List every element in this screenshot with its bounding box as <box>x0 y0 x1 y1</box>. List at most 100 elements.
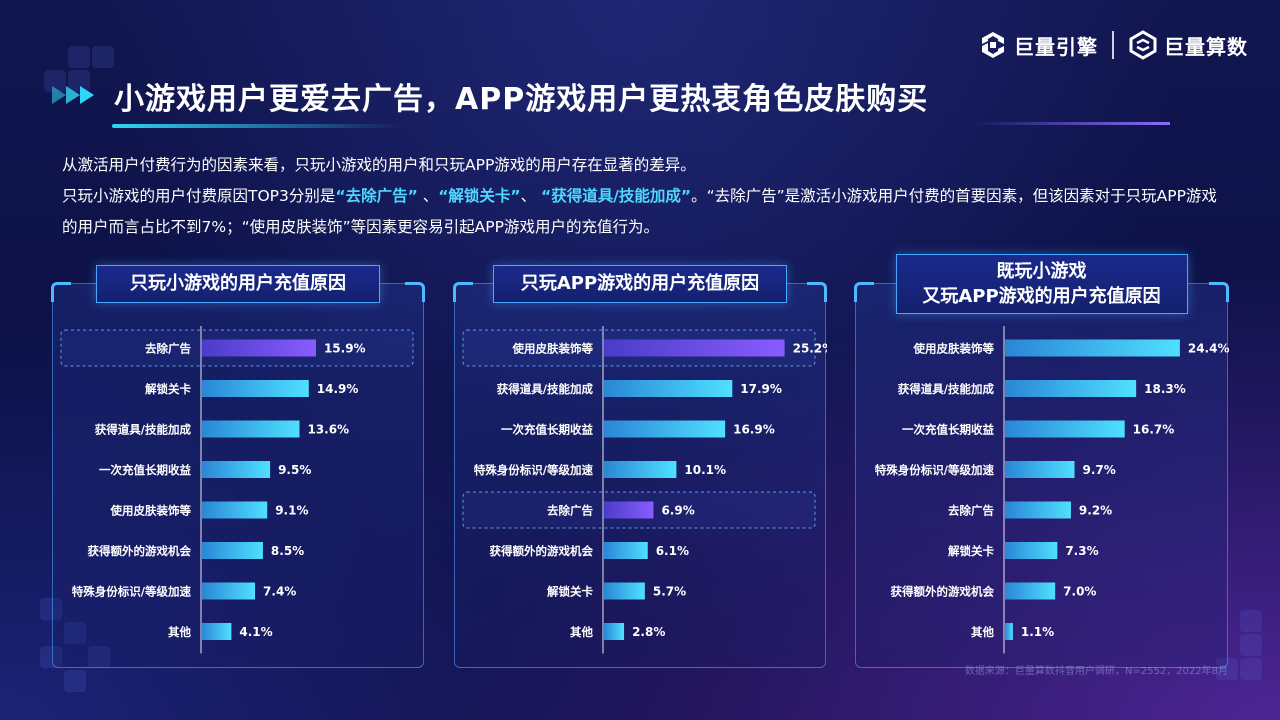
bar <box>604 623 625 640</box>
category-label: 解锁关卡 <box>145 382 191 396</box>
intro-line-2-prefix: 只玩小游戏的用户付费原因TOP3分别是 <box>62 187 336 205</box>
intro-separator-1: 、 <box>417 187 439 205</box>
data-source-note: 数据来源：巨量算数抖音用户调研，N=2552，2022年8月 <box>964 666 1228 677</box>
bar <box>604 380 733 397</box>
panel-corner <box>453 282 473 302</box>
category-label: 特殊身份标识/等级加速 <box>474 463 594 477</box>
category-label: 一次充值长期收益 <box>902 423 994 437</box>
panel-corner <box>1209 282 1229 302</box>
bar <box>202 623 232 640</box>
category-label: 一次充值长期收益 <box>501 423 593 437</box>
data-label: 16.7% <box>1133 423 1175 437</box>
category-label: 解锁关卡 <box>948 544 994 558</box>
juliang-suanshu-icon <box>1129 30 1157 60</box>
intro-line-2: 只玩小游戏的用户付费原因TOP3分别是“去除广告” 、“解锁关卡”、 “获得道具… <box>62 181 1232 243</box>
title-arrow-icon <box>52 86 94 104</box>
bar-chart-app-game: 使用皮肤装饰等 25.2% 获得道具/技能加成 17.9% 一次充值长期收益 16.9% 特… <box>462 326 827 654</box>
category-label: 获得额外的游戏机会 <box>88 544 192 558</box>
data-label: 10.1% <box>684 463 726 477</box>
page-title: 小游戏用户更爱去广告，APP游戏用户更热衷角色皮肤购买 <box>114 82 929 117</box>
bar <box>1005 501 1071 519</box>
data-label: 13.6% <box>307 423 349 437</box>
intro-highlight-2: “解锁关卡” <box>438 187 521 205</box>
bar <box>1005 339 1180 357</box>
chart-title-3-line-1: 既玩小游戏 <box>996 261 1087 282</box>
title-underline <box>112 124 402 128</box>
category-label: 其他 <box>971 625 994 639</box>
intro-paragraph: 从激活用户付费行为的因素来看，只玩小游戏的用户和只玩APP游戏的用户存在显著的差… <box>62 150 1232 243</box>
category-label: 获得道具/技能加成 <box>497 382 594 396</box>
logo-text-right: 巨量算数 <box>1164 34 1248 59</box>
data-label: 9.1% <box>275 504 308 518</box>
chart-title-3-line-2: 又玩APP游戏的用户充值原因 <box>922 286 1161 307</box>
chart-title-3: 既玩小游戏 又玩APP游戏的用户充值原因 <box>895 254 1188 314</box>
data-label: 15.9% <box>324 342 366 356</box>
chart-title-2: 只玩APP游戏的用户充值原因 <box>493 265 787 303</box>
data-label: 24.4% <box>1188 342 1229 356</box>
intro-highlight-3: “获得道具/技能加成” <box>541 187 692 205</box>
bar <box>1005 582 1056 600</box>
category-label: 一次充值长期收益 <box>99 463 191 477</box>
bar <box>202 542 263 559</box>
bar-chart-both: 使用皮肤装饰等 24.4% 获得道具/技能加成 18.3% 一次充值长期收益 16.7% 特… <box>875 326 1229 654</box>
category-label: 解锁关卡 <box>547 585 593 599</box>
panel-corner <box>51 282 71 302</box>
category-label: 使用皮肤装饰等 <box>512 342 594 356</box>
bar <box>604 582 645 600</box>
category-label: 获得道具/技能加成 <box>95 423 192 437</box>
bar <box>202 582 256 600</box>
bar <box>604 420 726 438</box>
chart-title-2-text: 只玩APP游戏的用户充值原因 <box>520 273 760 294</box>
title-accent-line <box>970 122 1170 125</box>
category-label: 去除广告 <box>547 504 593 518</box>
intro-line-1: 从激活用户付费行为的因素来看，只玩小游戏的用户和只玩APP游戏的用户存在显著的差… <box>62 156 696 174</box>
data-label: 18.3% <box>1144 382 1186 396</box>
category-label: 去除广告 <box>145 342 191 356</box>
category-label: 特殊身份标识/等级加速 <box>72 585 192 599</box>
data-label: 17.9% <box>740 382 782 396</box>
data-label: 16.9% <box>733 423 775 437</box>
category-label: 获得额外的游戏机会 <box>891 585 995 599</box>
chart-panel-app-game: 只玩APP游戏的用户充值原因 使用皮肤装饰等 25.2% 获得道具/技能加成 17.9… <box>453 265 827 668</box>
category-label: 特殊身份标识/等级加速 <box>875 463 995 477</box>
logo-text-left: 巨量引擎 <box>1014 34 1098 59</box>
bar <box>202 339 316 357</box>
bar <box>1005 623 1013 640</box>
logo-divider <box>1112 31 1114 59</box>
bar <box>604 542 648 559</box>
chart-panel-mini-game: 只玩小游戏的用户充值原因 去除广告 15.9% 解锁关卡 14.9% 获得道具/技能加成… <box>51 265 425 668</box>
data-label: 6.1% <box>656 544 689 558</box>
bar <box>1005 542 1058 559</box>
bar <box>1005 461 1075 478</box>
panel-corner <box>405 282 425 302</box>
logo-juliang-engine: 巨量引擎 <box>978 30 1098 60</box>
intro-highlight-1: “去除广告” <box>335 187 418 205</box>
data-label: 5.7% <box>653 585 686 599</box>
data-label: 1.1% <box>1021 625 1054 639</box>
bar <box>604 501 654 519</box>
bar <box>202 420 300 438</box>
data-label: 8.5% <box>271 544 304 558</box>
panel-corner <box>807 282 827 302</box>
bar <box>1005 420 1125 438</box>
chart-title-1: 只玩小游戏的用户充值原因 <box>96 265 380 303</box>
category-label: 其他 <box>168 625 191 639</box>
bar <box>202 380 309 397</box>
data-label: 9.7% <box>1083 463 1116 477</box>
category-label: 获得道具/技能加成 <box>898 382 995 396</box>
category-label: 其他 <box>570 625 593 639</box>
category-label: 使用皮肤装饰等 <box>110 504 192 518</box>
data-label: 7.3% <box>1065 544 1098 558</box>
data-label: 6.9% <box>661 504 694 518</box>
bar <box>604 461 677 478</box>
data-label: 2.8% <box>632 625 665 639</box>
data-label: 7.4% <box>263 585 296 599</box>
chart-panel-both: 既玩小游戏 又玩APP游戏的用户充值原因 使用皮肤装饰等 24.4% 获得道具/技能… <box>854 254 1229 668</box>
data-label: 9.2% <box>1079 504 1112 518</box>
bar <box>1005 380 1137 397</box>
logo-juliang-suanshu: 巨量算数 <box>1128 30 1248 60</box>
brand-logos: 巨量引擎 巨量算数 <box>978 28 1248 62</box>
bar-chart-mini-game: 去除广告 15.9% 解锁关卡 14.9% 获得道具/技能加成 13.6% 一次充值长期收益… <box>60 326 414 654</box>
data-label: 7.0% <box>1063 585 1096 599</box>
